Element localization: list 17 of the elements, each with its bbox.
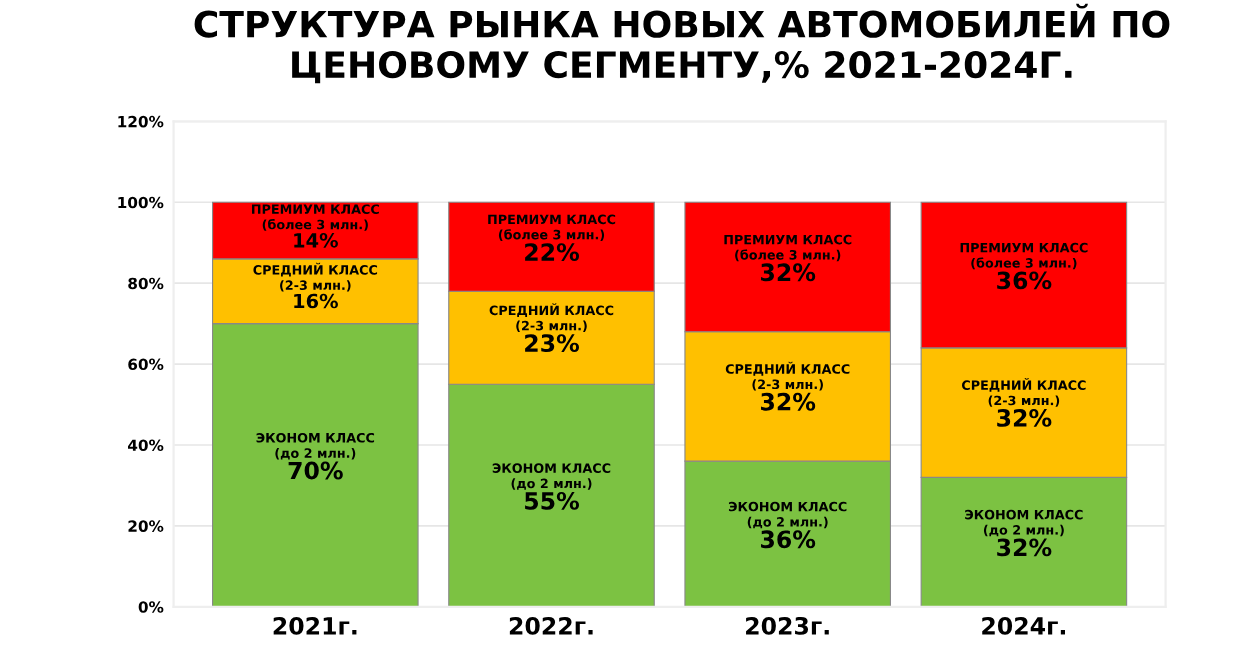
- x-tick-label: 2022г.: [509, 616, 593, 635]
- chart-title: СТРУКТУРА РЫНКА НОВЫХ АВТОМОБИЛЕЙ ПО ЦЕНОВОМУ СЕГМЕНТУ,% 2021-2024Г.: [194, 3, 1170, 84]
- data-label: 36%: [761, 530, 816, 549]
- data-label: 23%: [525, 334, 580, 353]
- data-label: 14%: [294, 232, 338, 248]
- x-tick-label: 2021г.: [273, 616, 357, 635]
- data-label: 32%: [997, 538, 1052, 557]
- data-label: 55%: [525, 491, 580, 510]
- x-tick-label: 2024г.: [982, 616, 1065, 635]
- data-label: 16%: [294, 293, 338, 309]
- x-tick-label: 2023г.: [746, 616, 829, 635]
- data-label: 32%: [997, 409, 1052, 427]
- data-label: 36%: [997, 271, 1052, 290]
- data-label: 22%: [525, 243, 580, 261]
- data-label: 70%: [288, 461, 343, 480]
- data-label: 32%: [761, 263, 816, 282]
- data-label: 32%: [761, 392, 816, 411]
